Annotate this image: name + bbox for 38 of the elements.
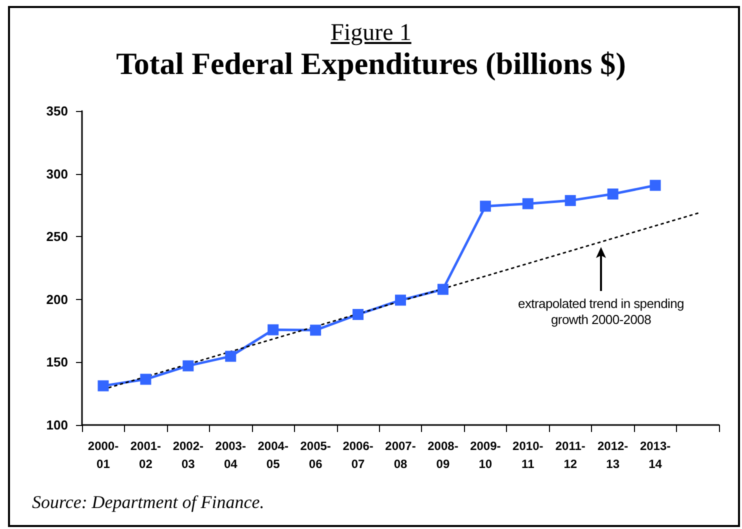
x-tick-label: 2009-10 <box>470 439 501 471</box>
x-tick-label: 2003-04 <box>215 439 246 471</box>
x-tick-label: 2002-03 <box>172 439 204 471</box>
y-tick-label: 100 <box>46 418 68 432</box>
point <box>182 360 194 372</box>
x-tick-label: 2007-08 <box>385 439 416 471</box>
point <box>564 195 576 206</box>
point <box>437 284 448 295</box>
point <box>268 324 279 336</box>
x-tick-label: 2001-02 <box>130 439 162 471</box>
x-tick-label: 2005-06 <box>300 439 331 471</box>
y-tick-label: 200 <box>46 292 68 307</box>
point <box>607 188 618 200</box>
x-tick-label: 2013-14 <box>640 439 671 471</box>
point <box>522 198 534 210</box>
annotation: extrapolated trend in spending growth 2000-2008 <box>518 296 684 327</box>
y-tick-label: 350 <box>46 104 68 118</box>
x-tick-label: 2006-07 <box>342 439 374 471</box>
y-tick-label: 300 <box>46 166 68 182</box>
source-note: Source: Department of Finance. <box>32 492 264 512</box>
point <box>650 180 661 191</box>
point <box>395 294 406 306</box>
x-tick-label: 2000-01 <box>88 439 119 471</box>
point <box>352 308 364 320</box>
point <box>480 200 491 212</box>
chart-title: Total Federal Expenditures (billions $) <box>116 46 626 81</box>
point <box>225 350 236 362</box>
chart-subtitle: Figure 1 <box>330 20 412 46</box>
x-tick-label: 2004-05 <box>258 439 288 471</box>
x-tick-label: 2011-12 <box>555 439 586 471</box>
y-tick-label: 250 <box>46 229 68 244</box>
y-tick-label: 150 <box>46 354 68 370</box>
x-tick-label: 2012-13 <box>597 439 628 471</box>
point <box>310 324 322 336</box>
point <box>140 374 152 385</box>
x-tick-label: 2008-09 <box>428 439 458 471</box>
point <box>98 380 109 392</box>
x-tick-label: 2010-11 <box>512 439 544 471</box>
